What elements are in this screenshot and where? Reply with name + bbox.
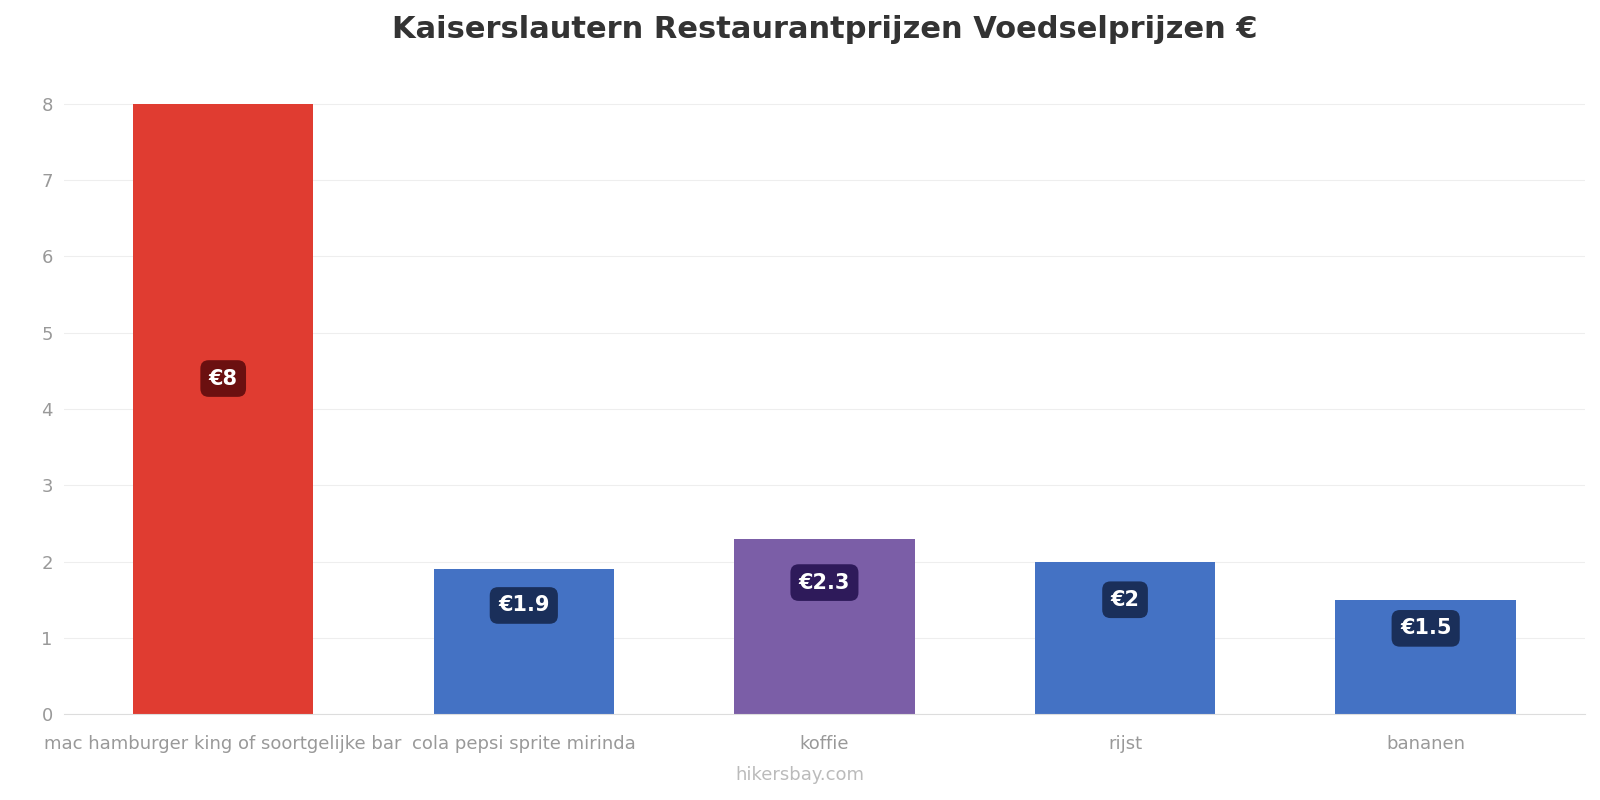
Bar <box>1035 562 1216 714</box>
Text: €2.3: €2.3 <box>798 573 850 593</box>
Bar <box>133 104 314 714</box>
Title: Kaiserslautern Restaurantprijzen Voedselprijzen €: Kaiserslautern Restaurantprijzen Voedsel… <box>392 15 1258 44</box>
Text: €8: €8 <box>208 369 238 389</box>
Text: €1.5: €1.5 <box>1400 618 1451 638</box>
Bar <box>734 538 915 714</box>
Bar <box>434 570 614 714</box>
Bar <box>1336 600 1515 714</box>
Text: €2: €2 <box>1110 590 1139 610</box>
Text: €1.9: €1.9 <box>498 595 549 615</box>
Text: hikersbay.com: hikersbay.com <box>736 766 864 784</box>
